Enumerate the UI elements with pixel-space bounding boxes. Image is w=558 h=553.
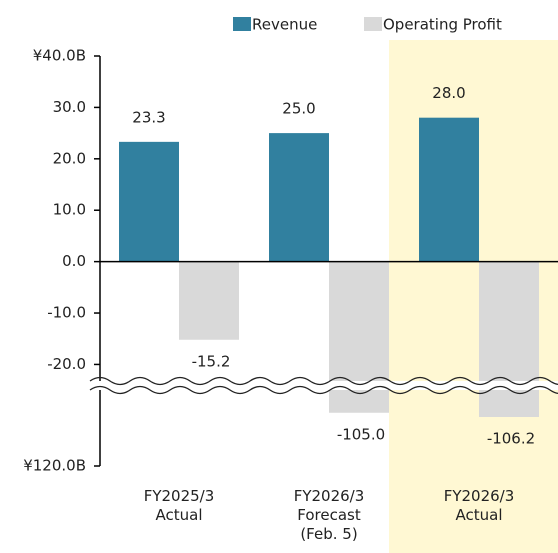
y-tick-label: 0.0 (62, 252, 86, 270)
y-tick-label: ¥40.0B (33, 47, 86, 65)
data-label: 23.3 (132, 108, 165, 126)
bar (179, 261, 239, 340)
legend-swatch (364, 17, 382, 31)
bar (329, 261, 389, 413)
legend-label: Operating Profit (383, 16, 502, 34)
bar (269, 133, 329, 262)
y-tick-label: 10.0 (53, 201, 86, 219)
axis-break (89, 385, 558, 395)
y-tick-label: -20.0 (47, 355, 86, 373)
y-tick-label: 20.0 (53, 149, 86, 167)
bar (479, 261, 539, 418)
data-label: -106.2 (487, 430, 535, 448)
legend-swatch (233, 17, 251, 31)
x-tick-label: FY2026/3 Actual (444, 487, 515, 524)
y-tick-label: -10.0 (47, 304, 86, 322)
x-tick-label: FY2026/3 Forecast (Feb. 5) (294, 487, 365, 543)
bar (419, 117, 479, 262)
data-label: -105.0 (337, 425, 385, 443)
axis-break (89, 376, 558, 386)
y-tick-label: 30.0 (53, 98, 86, 116)
axis-break-gap (88, 381, 558, 390)
data-label: 28.0 (432, 84, 465, 102)
data-label: 25.0 (282, 100, 315, 118)
legend-label: Revenue (252, 16, 317, 34)
y-tick-label: ¥120.0B (23, 457, 86, 475)
bar (119, 141, 179, 262)
data-label: -15.2 (192, 352, 231, 370)
x-tick-label: FY2025/3 Actual (144, 487, 215, 524)
